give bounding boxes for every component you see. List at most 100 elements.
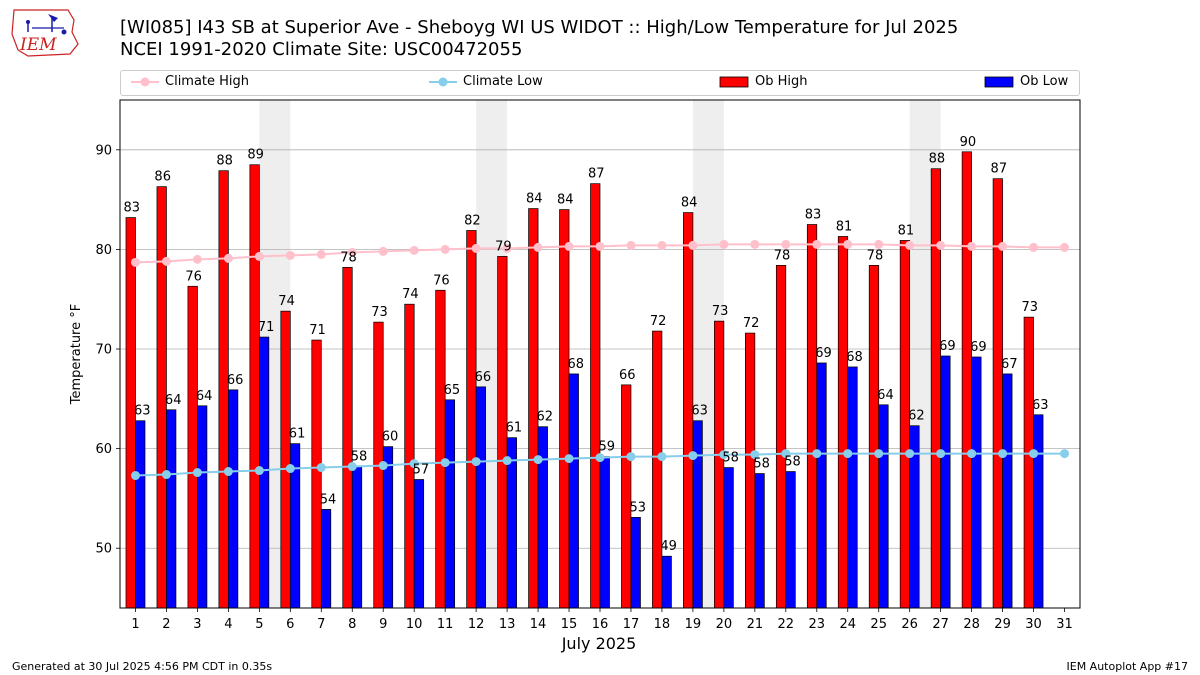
ob-low-label: 59: [598, 440, 615, 455]
legend-marker-climate-low: [429, 77, 457, 87]
climate-high-point: [254, 251, 264, 261]
climate-high-point: [843, 239, 853, 249]
ob-high-label: 84: [526, 192, 543, 207]
legend-label: Ob High: [755, 74, 808, 89]
ob-low-bar: [940, 355, 951, 609]
climate-high-point: [657, 240, 667, 250]
climate-high-point: [533, 242, 543, 252]
climate-high-point: [316, 249, 326, 259]
ob-low-bar: [197, 405, 208, 609]
ob-low-label: 64: [877, 388, 894, 403]
ob-high-label: 73: [371, 305, 388, 320]
ob-low-label: 58: [753, 457, 770, 472]
ob-low-label: 63: [691, 404, 708, 419]
legend-label: Climate Low: [463, 74, 543, 89]
climate-low-point: [378, 461, 388, 471]
x-tick-label: 9: [379, 617, 387, 632]
ob-low-bar: [382, 446, 394, 609]
ob-low-label: 69: [970, 340, 987, 355]
x-tick-label: 26: [901, 617, 918, 632]
ob-high-bar: [187, 285, 198, 609]
x-tick-label: 16: [592, 617, 609, 632]
ob-low-bar: [537, 426, 548, 609]
climate-high-point: [502, 243, 512, 253]
generated-note: Generated at 30 Jul 2025 4:56 PM CDT in …: [12, 660, 273, 673]
x-tick-label: 7: [317, 617, 325, 632]
ob-low-bar: [475, 386, 486, 609]
climate-low-point: [130, 471, 140, 481]
climate-high-point: [192, 254, 202, 264]
ob-low-bar: [351, 466, 363, 609]
ob-high-label: 74: [278, 294, 295, 309]
climate-low-point: [843, 449, 853, 459]
ob-high-label: 83: [123, 201, 140, 216]
ob-high-bar: [775, 264, 787, 609]
climate-high-point: [874, 239, 884, 249]
climate-low-point: [1060, 449, 1070, 459]
x-tick-label: 19: [685, 617, 702, 632]
weather-station-icon: [26, 14, 67, 35]
climate-high-point: [130, 257, 140, 267]
x-tick-label: 23: [809, 617, 826, 632]
climate-low-point: [812, 449, 822, 459]
ob-high-label: 88: [929, 152, 946, 167]
climate-high-point: [564, 241, 574, 251]
x-tick-label: 29: [994, 617, 1011, 632]
x-tick-label: 4: [224, 617, 232, 632]
climate-low-point: [471, 457, 481, 467]
climate-high-point: [471, 243, 481, 253]
climate-low-point: [874, 449, 884, 459]
ob-low-label: 63: [1032, 398, 1049, 413]
climate-low-point: [905, 449, 915, 459]
y-axis-label: Temperature °F: [69, 304, 84, 405]
climate-low-point: [409, 459, 419, 469]
climate-high-point: [781, 239, 791, 249]
ob-high-label: 89: [247, 148, 264, 163]
ob-high-bar: [899, 240, 911, 609]
climate-low-point: [688, 451, 698, 461]
ob-high-bar: [404, 303, 415, 609]
legend-label: Ob Low: [1020, 74, 1069, 89]
climate-high-point: [285, 250, 295, 260]
climate-high-point: [595, 241, 605, 251]
ob-low-bar: [135, 420, 146, 609]
x-tick-label: 18: [654, 617, 671, 632]
climate-high-point: [750, 239, 760, 249]
ob-low-bar: [816, 362, 827, 609]
ob-low-label: 64: [165, 393, 182, 408]
x-tick-label: 20: [716, 617, 733, 632]
x-tick-label: 5: [255, 617, 263, 632]
y-tick-label: 90: [95, 143, 112, 158]
ob-high-bar: [621, 384, 632, 609]
climate-low-point: [657, 452, 667, 462]
ob-low-label: 67: [1001, 357, 1018, 372]
climate-low-point: [750, 450, 760, 460]
ob-high-label: 81: [836, 219, 853, 234]
ob-high-label: 71: [309, 323, 326, 338]
x-tick-label: 13: [499, 617, 516, 632]
x-tick-label: 8: [348, 617, 356, 632]
ob-low-bar: [413, 479, 425, 609]
climate-high-point: [1060, 242, 1070, 252]
ob-high-label: 66: [619, 368, 636, 383]
ob-low-bar: [692, 420, 703, 609]
ob-low-label: 58: [722, 451, 739, 466]
ob-low-label: 66: [475, 370, 492, 385]
ob-low-bar: [444, 399, 456, 609]
ob-high-label: 73: [1022, 300, 1039, 315]
climate-high-point: [905, 240, 915, 250]
ob-low-label: 49: [660, 539, 677, 554]
ob-low-bar: [1002, 373, 1013, 609]
x-tick-label: 15: [561, 617, 578, 632]
ob-low-bar: [630, 517, 641, 609]
x-tick-label: 1: [131, 617, 139, 632]
ob-high-label: 79: [495, 239, 512, 254]
ob-high-label: 76: [433, 273, 450, 288]
ob-high-bar: [466, 230, 477, 609]
climate-high-point: [936, 240, 946, 250]
ob-low-bar: [599, 456, 610, 609]
climate-high-point: [347, 247, 357, 257]
legend-marker-ob-low: [984, 76, 1014, 88]
ob-low-label: 53: [629, 500, 646, 515]
